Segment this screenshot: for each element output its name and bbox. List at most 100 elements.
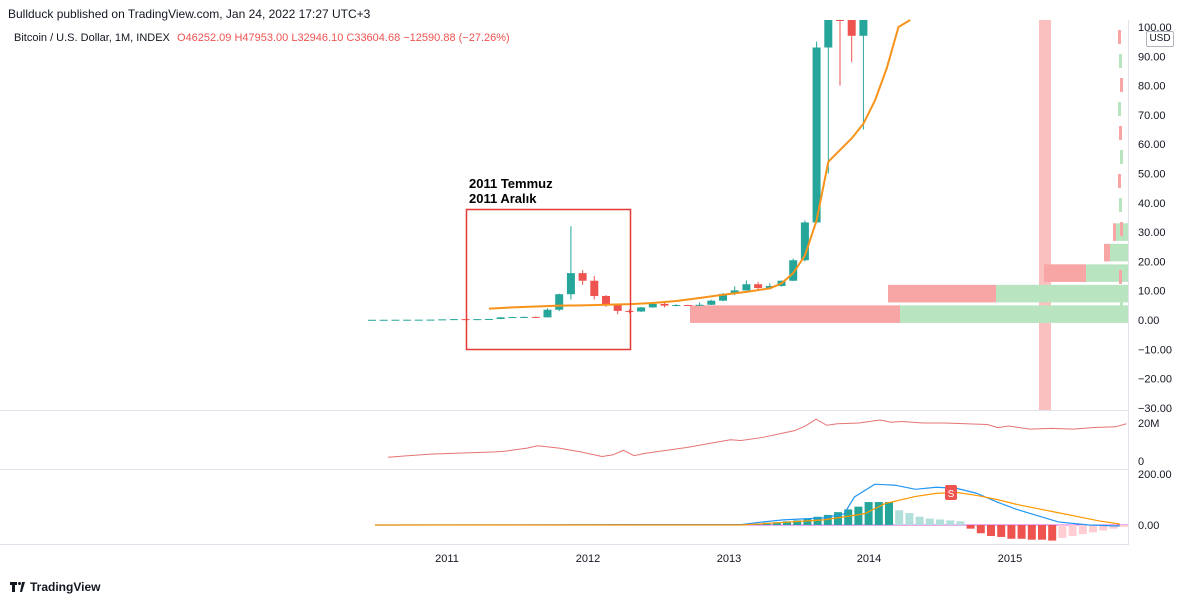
macd-histogram-bar: [864, 502, 873, 525]
candle-body: [590, 280, 599, 296]
volume-profile-down-bar: [1044, 264, 1086, 282]
price-tick-label: 20.00: [1138, 256, 1166, 268]
macd-histogram-bar: [997, 525, 1006, 537]
candle-body: [859, 20, 868, 36]
macd-histogram-bar: [1099, 525, 1108, 531]
macd-histogram-bar: [1109, 525, 1118, 529]
currency-badge[interactable]: USD: [1146, 31, 1174, 47]
macd-histogram-bar: [925, 518, 934, 525]
price-tick-label: 90.00: [1138, 51, 1166, 63]
candle-body: [485, 318, 493, 320]
symbol-title[interactable]: Bitcoin / U.S. Dollar, 1M, INDEX: [14, 32, 170, 44]
annotation-box[interactable]: [465, 208, 632, 351]
tradingview-logo-icon: [10, 582, 26, 592]
candle-body: [789, 260, 798, 281]
volume-profile-thin-bar: [1119, 198, 1122, 212]
annotation-text: 2011 Temmuz 2011 Aralık: [469, 176, 553, 206]
footer-brand-label: TradingView: [30, 580, 101, 594]
time-axis[interactable]: 2011 2012 2013 2014 2015: [435, 553, 1022, 565]
candle-body: [426, 319, 435, 321]
annotation-line-2: 2011 Aralık: [469, 191, 537, 206]
volume-profile-thin-bar: [1120, 294, 1123, 308]
price-tick-label: 60.00: [1138, 139, 1166, 151]
footer-brand[interactable]: TradingView: [10, 580, 100, 594]
time-tick-label: 2011: [435, 553, 459, 565]
price-tick-label: 10.00: [1138, 286, 1166, 298]
price-tick-label: 70.00: [1138, 110, 1166, 122]
candle-body: [836, 20, 844, 21]
macd-histogram-bar: [956, 521, 965, 525]
candle-body: [672, 305, 681, 307]
volume-profile-up-bar: [996, 284, 1128, 303]
candle-body: [578, 273, 587, 281]
candle-body: [461, 319, 470, 321]
candle-body: [824, 20, 833, 48]
candle-body: [660, 303, 669, 306]
candle-body: [543, 309, 552, 318]
candle-body: [555, 294, 564, 310]
macd-histogram-bar: [966, 525, 975, 529]
candle-body: [648, 303, 657, 308]
volume-profile-thin-bar: [1119, 54, 1122, 68]
highlight-rect: [1039, 20, 1051, 410]
candle-body: [566, 273, 575, 295]
volume-profile: [690, 30, 1128, 323]
signal-badge-label: S: [948, 489, 955, 500]
highlight-band: [1039, 20, 1051, 410]
macd-tick-label: 0.00: [1138, 520, 1159, 532]
macd-histogram-bar: [823, 514, 832, 525]
price-tick-label: 30.00: [1138, 227, 1166, 239]
candle-body: [414, 319, 423, 321]
macd-histogram-bar: [1017, 525, 1026, 539]
macd-tick-label: 200.00: [1138, 469, 1172, 481]
price-tick-label: 80.00: [1138, 81, 1166, 93]
candle-body: [496, 317, 505, 319]
macd-signal-line: [375, 491, 1120, 526]
candle-body: [847, 20, 856, 36]
macd-histogram-bar: [885, 502, 893, 525]
macd-histogram-bar: [987, 525, 995, 537]
macd-histogram-bar: [772, 522, 781, 525]
candle-body: [368, 319, 376, 321]
candle-body: [602, 295, 610, 306]
candle-body: [531, 316, 540, 318]
price-tick-label: 50.00: [1138, 169, 1166, 181]
macd-line: [374, 483, 1120, 527]
macd-histogram-bar: [946, 520, 955, 525]
candle-body: [683, 305, 692, 307]
macd-histogram-bar: [874, 502, 883, 525]
macd-histogram-bar: [854, 506, 863, 525]
candle-body: [625, 310, 634, 312]
macd-histogram-bar: [905, 513, 914, 525]
candle-body: [473, 319, 482, 321]
moving-average-line: [488, 19, 911, 310]
macd-histogram-bar: [1038, 525, 1046, 540]
macd-histogram-bar: [936, 519, 944, 525]
macd-histogram-bar: [895, 510, 904, 525]
macd-histogram-bar: [1089, 525, 1097, 533]
candlestick-series: [368, 20, 868, 321]
volume-profile-down-bar: [1104, 243, 1110, 262]
macd-histogram-bar: [1027, 525, 1036, 540]
price-axis[interactable]: 100.00 90.00 80.00 70.00 60.00 50.00 40.00 30.0…: [1138, 22, 1172, 532]
macd-histogram-bar: [793, 520, 802, 525]
volume-profile-up-bar: [900, 305, 1128, 323]
volume-profile-thin-bar: [1118, 246, 1121, 260]
candle-body: [438, 319, 447, 321]
price-tick-label: −10.00: [1138, 344, 1172, 356]
time-tick-label: 2012: [576, 553, 600, 565]
candle-body: [765, 286, 774, 289]
volume-profile-down-bar: [690, 305, 900, 323]
macd-histogram-bar: [1068, 525, 1077, 537]
macd-indicator: [374, 483, 1128, 541]
candle-body: [730, 290, 739, 294]
volume-profile-down-bar: [888, 284, 996, 303]
volume-profile-thin-bar: [1120, 222, 1123, 236]
candle-body: [403, 319, 412, 321]
macd-histogram-bar: [834, 512, 842, 525]
macd-histogram-bar: [844, 509, 853, 525]
signal-badge[interactable]: S: [945, 485, 957, 500]
volume-profile-down-bar: [1113, 223, 1116, 241]
candle-body: [508, 317, 517, 319]
